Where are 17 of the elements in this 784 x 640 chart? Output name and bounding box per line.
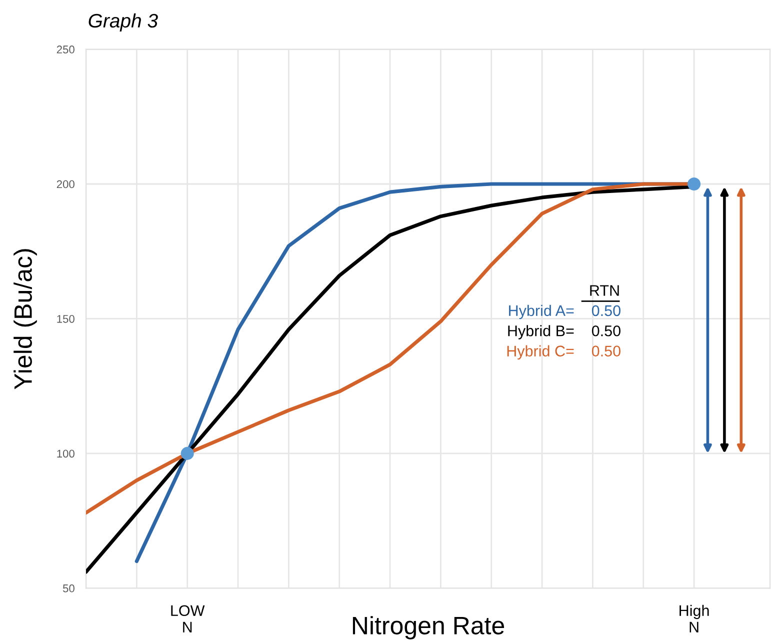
- y-tick-label: 200: [56, 180, 74, 188]
- annotation: RTN: [590, 285, 619, 296]
- x-axis-title: Nitrogen Rate: [352, 616, 504, 640]
- y-tick-label: 150: [57, 314, 74, 323]
- chart-title: Graph 3: [88, 13, 158, 32]
- y-tick-label: 250: [56, 46, 74, 54]
- text: Hybrid A=: [509, 304, 574, 320]
- annotation: 0.50: [592, 305, 620, 316]
- x-tick-label: High N: [680, 604, 709, 632]
- text: Hybrid B=: [508, 325, 574, 340]
- y-axis-title: Yield (Bu/ac): [14, 249, 37, 390]
- annotation: 0.50: [592, 346, 620, 356]
- y-tick-label: 100: [57, 450, 74, 458]
- x-tick-label: LOW N: [171, 605, 205, 632]
- text: Hybrid C=: [507, 345, 574, 360]
- annotation: 0.50: [592, 325, 620, 336]
- y-tick-label: 50: [62, 584, 74, 592]
